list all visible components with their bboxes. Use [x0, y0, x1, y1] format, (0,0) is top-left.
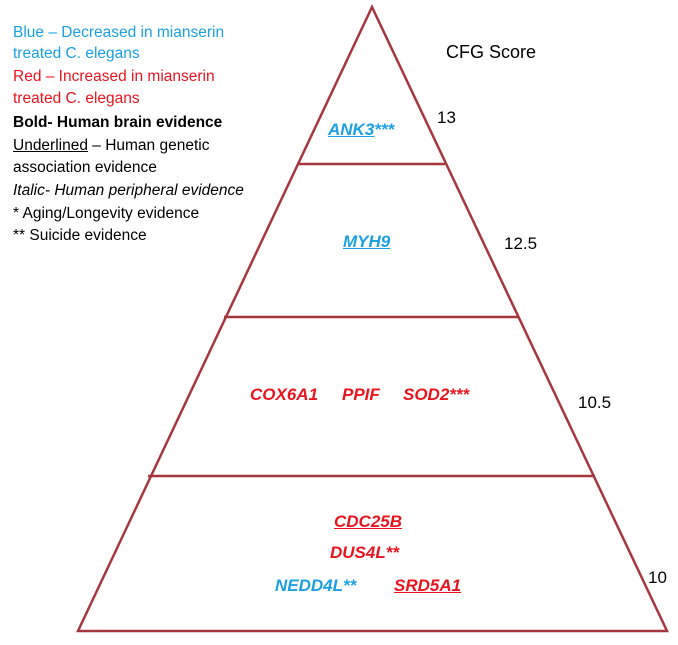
legend-red-line2: treated C. elegans	[13, 90, 140, 107]
gene-ank3-suffix: ***	[374, 120, 395, 139]
gene-srd5a1-name: SRD5A1	[394, 576, 462, 595]
gene-myh9: MYH9	[343, 232, 390, 252]
legend-blue-line1: Blue – Decreased in mianserin	[13, 24, 225, 41]
cfg-score-title: CFG Score	[446, 42, 537, 62]
gene-ppif: PPIF	[342, 385, 380, 404]
gene-sod2-suffix: ***	[449, 385, 470, 404]
gene-cdc25b-name: CDC25B	[334, 512, 403, 531]
pyramid-triangle	[76, 4, 669, 633]
legend-underlined-word: Underlined	[13, 137, 88, 154]
legend-italic-line: Italic- Human peripheral evidence	[13, 182, 244, 199]
gene-nedd4l-name: NEDD4L	[275, 576, 344, 595]
legend-underlined-rest: – Human genetic	[87, 137, 210, 154]
tier-3-score: 10.5	[578, 393, 612, 412]
gene-nedd4l-suffix: **	[343, 576, 357, 595]
tier-1-score: 13	[437, 108, 456, 127]
gene-cdc25b: CDC25B	[334, 512, 402, 532]
legend-blue-line2: treated C. elegans	[13, 45, 140, 62]
gene-dus4l-suffix: **	[385, 543, 399, 562]
tier-2-score: 12.5	[504, 234, 538, 253]
legend-red-line1: Red – Increased in mianserin	[13, 68, 215, 85]
gene-dus4l-name: DUS4L	[330, 543, 386, 562]
legend-aging-line: * Aging/Longevity evidence	[13, 205, 200, 222]
tier-4-score: 10	[648, 568, 667, 587]
gene-sod2-name: SOD2	[403, 385, 450, 404]
legend-underlined-line: Underlined – Human genetic	[13, 135, 209, 156]
legend-suicide-line: ** Suicide evidence	[13, 227, 147, 244]
legend-underlined-line2: association evidence	[13, 159, 157, 176]
gene-sod2: SOD2***	[403, 385, 469, 405]
gene-srd5a1: SRD5A1	[394, 576, 461, 596]
gene-nedd4l: NEDD4L**	[275, 576, 356, 596]
legend-bold-line: Bold- Human brain evidence	[13, 114, 223, 131]
gene-ank3-name: ANK3	[328, 120, 375, 139]
gene-ank3: ANK3***	[328, 120, 394, 140]
gene-cox6a1: COX6A1	[250, 385, 319, 404]
gene-dus4l: DUS4L**	[330, 543, 399, 563]
gene-myh9-name: MYH9	[343, 232, 391, 251]
